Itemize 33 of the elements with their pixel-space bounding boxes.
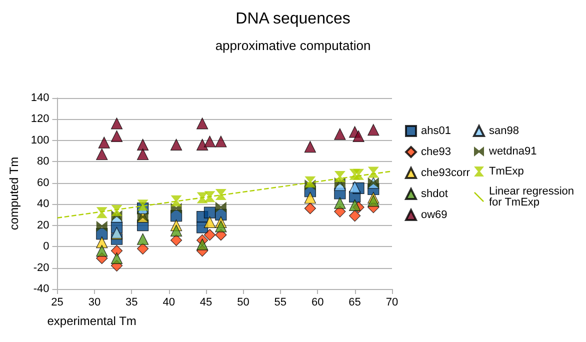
legend-label: che93 [421,146,451,158]
y-tick-label: -40 [33,283,50,295]
y-tick-label: 40 [37,198,50,210]
legend-label: shdot [421,188,448,200]
x-tick-label: 60 [311,296,324,308]
x-tick-label: 45 [200,296,212,308]
x-tick-label: 55 [274,296,287,308]
x-tick-label: 70 [386,296,398,308]
y-tick-label: 100 [30,134,50,146]
x-tick-label: 30 [88,296,101,308]
legend-label: Linear regression for TmExp [489,186,578,208]
y-tick-label: 140 [30,92,50,104]
x-tick-label: 25 [51,296,64,308]
legend-label: wetdna91 [488,146,537,158]
y-tick-label: 0 [43,240,50,253]
legend-label: che93corr [421,167,470,179]
y-tick-label: 20 [37,219,50,232]
legend-label: ahs01 [421,125,451,137]
x-tick-label: 35 [126,296,138,308]
x-tick-label: 65 [348,296,361,308]
legend-label: san98 [489,125,519,137]
y-tick-label: 60 [37,176,50,189]
y-tick-label: 80 [37,156,50,168]
y-tick-label: 120 [30,113,50,126]
x-tick-label: 40 [162,296,175,308]
legend-label: TmExp [489,166,524,178]
x-axis-title: experimental Tm [47,314,136,328]
x-tick-label: 50 [237,296,250,308]
chart-subtitle: approximative computation [215,38,371,53]
y-axis-title: computed Tm [7,156,21,230]
chart-title: DNA sequences [236,10,350,28]
legend-label: ow69 [421,209,448,221]
y-tick-label: -20 [33,262,50,274]
